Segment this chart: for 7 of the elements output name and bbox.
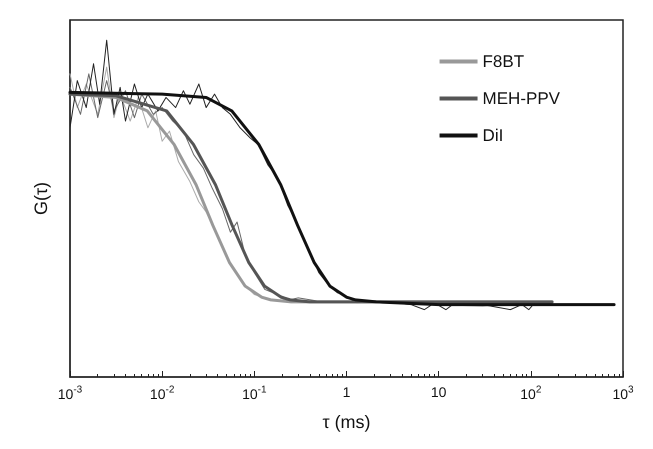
x-tick-label: 1	[342, 384, 351, 400]
x-tick-label: 10	[430, 384, 447, 400]
x-axis-title: τ (ms)	[322, 412, 371, 432]
y-axis-title: G(τ)	[31, 182, 51, 216]
legend-label: F8BT	[482, 52, 524, 71]
legend-label: MEH-PPV	[482, 89, 561, 108]
legend-label: DiI	[482, 126, 504, 145]
